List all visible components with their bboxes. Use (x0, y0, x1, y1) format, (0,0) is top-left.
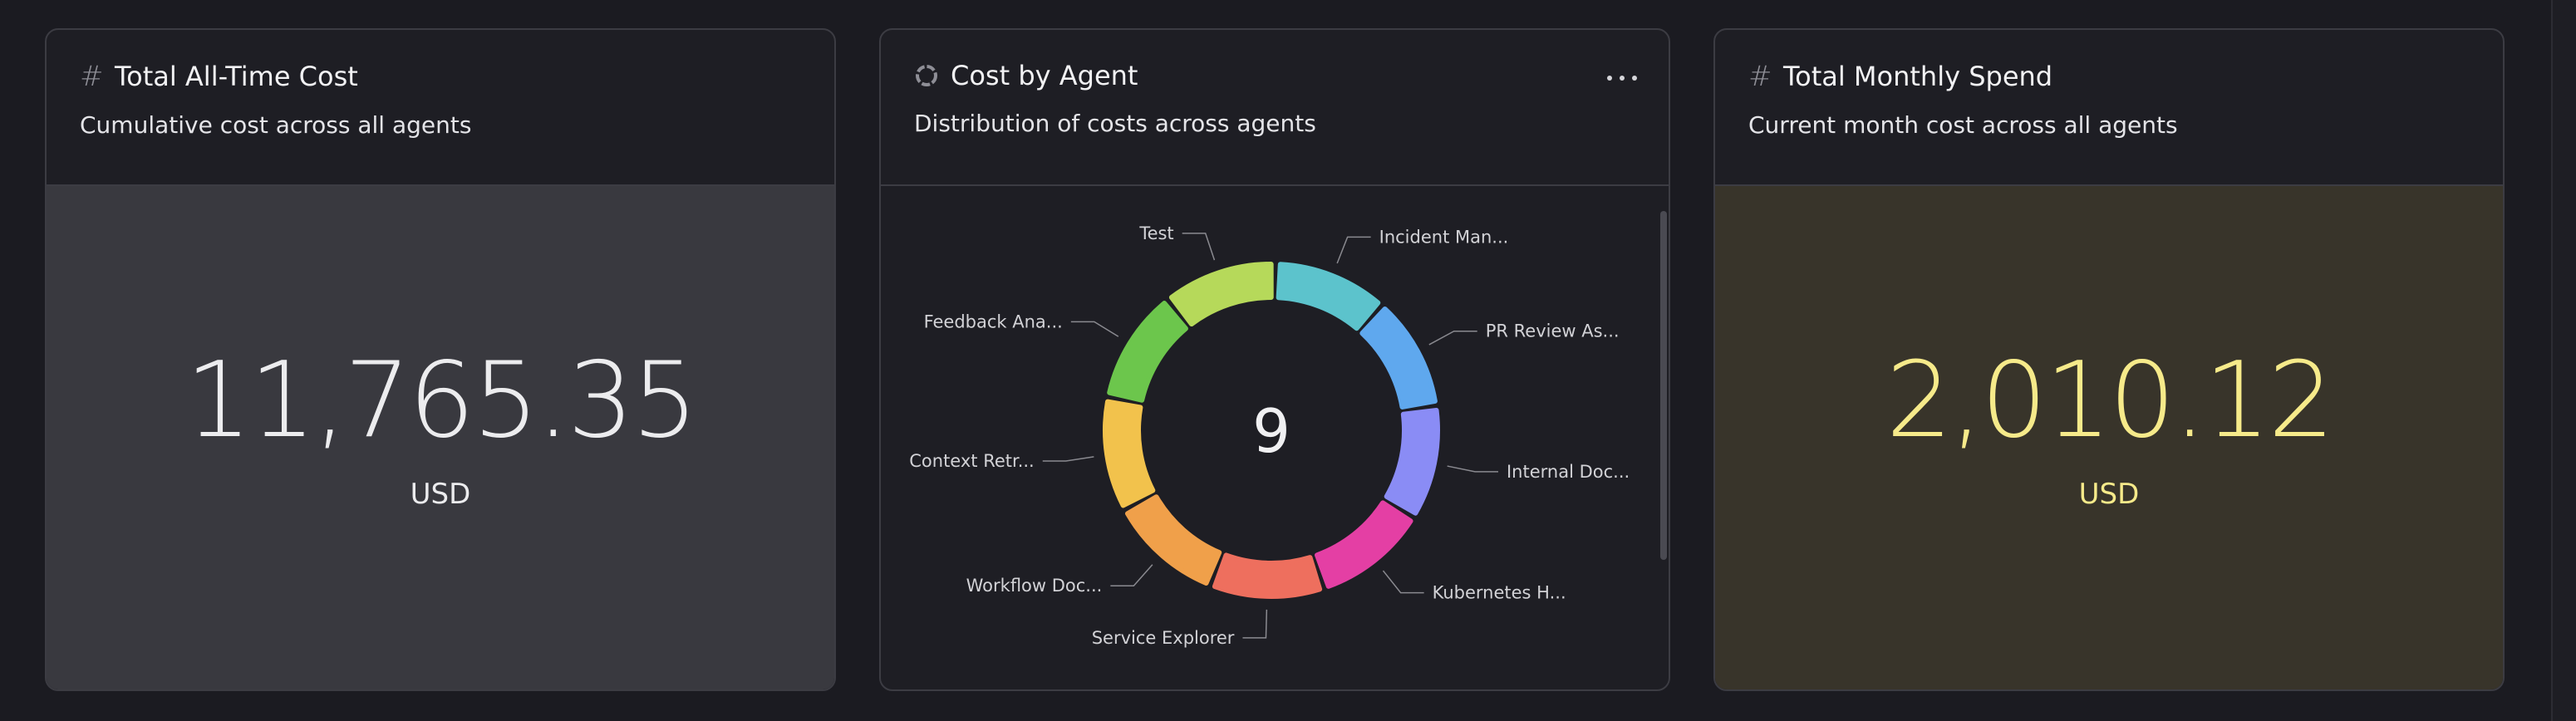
donut-segment[interactable] (1168, 262, 1274, 327)
segment-label: Internal Doc... (1507, 462, 1630, 482)
label-leader-line (1070, 321, 1119, 337)
segment-label: Incident Man... (1379, 227, 1509, 247)
card-subtitle: Distribution of costs across agents (914, 110, 1316, 137)
donut-segment[interactable] (1359, 306, 1438, 410)
label-leader-line (1182, 233, 1216, 261)
donut-segment[interactable] (1314, 500, 1413, 589)
more-options-button[interactable] (1607, 70, 1637, 86)
label-leader-line (1447, 465, 1498, 473)
label-leader-line (1336, 236, 1371, 264)
total-monthly-spend-card: # Total Monthly Spend Current month cost… (1713, 28, 2505, 691)
donut-segment[interactable] (1103, 399, 1156, 508)
card-title: Cost by Agent (951, 60, 1138, 91)
segment-label: Kubernetes H... (1433, 583, 1566, 603)
donut-center-value: 9 (1252, 396, 1290, 466)
card-title: Total Monthly Spend (1783, 61, 2053, 92)
card-header: # Total All-Time Cost Cumulative cost ac… (47, 30, 834, 186)
segment-label: Context Retr... (909, 451, 1034, 471)
segment-label: Test (1138, 223, 1173, 243)
kpi-value: 11,765.35 (184, 339, 698, 461)
segment-label: Workflow Doc... (966, 576, 1103, 596)
donut-chart-icon (916, 65, 937, 86)
segment-label: PR Review As... (1486, 321, 1620, 341)
card-subtitle: Cumulative cost across all agents (80, 111, 472, 139)
card-title-row: Cost by Agent (914, 60, 1635, 91)
donut-segment[interactable] (1276, 262, 1381, 331)
donut-chart-body: Incident Man... PR Review As... Internal D… (881, 186, 1669, 689)
label-leader-line (1428, 330, 1477, 346)
kpi-unit: USD (410, 478, 471, 511)
card-scrollbar[interactable] (1660, 211, 1667, 560)
donut-chart: Incident Man... PR Review As... Internal D… (909, 223, 1630, 648)
label-leader-line (1382, 570, 1424, 594)
cost-by-agent-card: Cost by Agent Distribution of costs acro… (879, 28, 1670, 691)
donut-segment[interactable] (1124, 494, 1222, 586)
segment-label: Feedback Ana... (924, 311, 1063, 331)
hash-icon: # (1748, 60, 1772, 93)
kpi-unit: USD (2078, 478, 2140, 511)
kpi-body: 2,010.12 USD (1715, 186, 2503, 689)
card-title: Total All-Time Cost (115, 61, 358, 92)
hash-icon: # (80, 60, 104, 93)
kpi-body: 11,765.35 USD (47, 186, 834, 689)
card-header: Cost by Agent Distribution of costs acro… (881, 30, 1669, 186)
card-header: # Total Monthly Spend Current month cost… (1715, 30, 2503, 186)
page-scrollbar[interactable] (2551, 0, 2576, 721)
kpi-value: 2,010.12 (1885, 339, 2334, 461)
donut-segment[interactable] (1212, 552, 1323, 599)
donut-segment[interactable] (1107, 301, 1188, 403)
card-title-row: # Total Monthly Spend (1748, 60, 2470, 93)
label-leader-line (1042, 456, 1094, 462)
card-subtitle: Current month cost across all agents (1748, 111, 2178, 139)
label-leader-line (1110, 564, 1153, 586)
label-leader-line (1242, 609, 1268, 639)
donut-segment[interactable] (1384, 407, 1440, 516)
total-all-time-cost-card: # Total All-Time Cost Cumulative cost ac… (45, 28, 836, 691)
segment-label: Service Explorer (1092, 628, 1235, 648)
card-title-row: # Total All-Time Cost (80, 60, 801, 93)
